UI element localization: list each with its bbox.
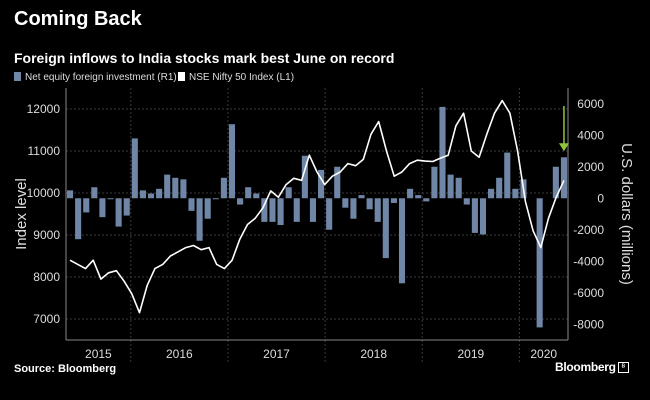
right-tick-label: -2000 bbox=[573, 223, 604, 237]
bar bbox=[277, 198, 284, 226]
bar bbox=[253, 193, 260, 199]
bar bbox=[147, 193, 155, 199]
bar bbox=[390, 198, 397, 203]
bar bbox=[188, 198, 195, 211]
bar bbox=[358, 195, 365, 199]
bar bbox=[455, 177, 462, 199]
bar bbox=[504, 152, 511, 199]
bar bbox=[220, 177, 227, 199]
year-label: 2015 bbox=[85, 347, 112, 361]
legend-swatch-line bbox=[178, 72, 185, 81]
bar bbox=[382, 198, 389, 259]
chart-subtitle: Foreign inflows to India stocks mark bes… bbox=[14, 50, 395, 66]
nifty-line bbox=[69, 99, 565, 314]
left-tick-label: 8000 bbox=[33, 270, 60, 284]
bar bbox=[447, 174, 454, 199]
bar bbox=[99, 198, 106, 218]
legend-label-bars: Net equity foreign investment (R1) bbox=[25, 72, 177, 83]
right-tick-label: -4000 bbox=[573, 254, 604, 268]
bar bbox=[156, 188, 163, 199]
bar bbox=[196, 198, 203, 241]
bar bbox=[496, 177, 503, 199]
bar bbox=[204, 198, 211, 219]
right-tick-label: 6000 bbox=[577, 97, 604, 111]
right-axis-title: U.S. dollars (millions) bbox=[618, 143, 635, 285]
bar bbox=[407, 188, 414, 199]
bar bbox=[398, 198, 406, 284]
bar bbox=[536, 198, 543, 328]
bar bbox=[512, 188, 519, 199]
bar bbox=[67, 190, 74, 199]
bar bbox=[228, 124, 236, 199]
bar bbox=[471, 198, 478, 233]
brand-name: Bloomberg bbox=[555, 360, 616, 374]
year-label: 2016 bbox=[166, 347, 193, 361]
annotation-arrow-head bbox=[558, 143, 569, 152]
plot-background bbox=[66, 88, 568, 340]
bar bbox=[237, 198, 244, 205]
right-tick-label: 4000 bbox=[577, 128, 604, 142]
bar bbox=[261, 198, 268, 222]
bar bbox=[180, 179, 187, 199]
bar bbox=[115, 198, 122, 227]
bar bbox=[107, 198, 114, 200]
bar bbox=[431, 166, 438, 199]
brand-logo: Bloomberg ᴮ bbox=[555, 360, 629, 374]
bar bbox=[309, 198, 316, 222]
bar bbox=[212, 198, 219, 200]
bar bbox=[350, 198, 357, 219]
left-tick-label: 10000 bbox=[27, 186, 61, 200]
bar bbox=[293, 198, 300, 222]
brand-mark-icon: ᴮ bbox=[617, 362, 629, 374]
legend-label-line: NSE Nifty 50 Index (L1) bbox=[189, 72, 294, 83]
bar bbox=[334, 166, 341, 199]
bar bbox=[131, 138, 138, 199]
left-tick-label: 12000 bbox=[27, 102, 61, 116]
year-label: 2019 bbox=[457, 347, 484, 361]
bar bbox=[123, 198, 130, 216]
bar bbox=[75, 198, 82, 240]
bar bbox=[91, 187, 98, 199]
bar bbox=[139, 190, 146, 199]
bar bbox=[83, 198, 90, 213]
right-tick-label: 2000 bbox=[577, 160, 604, 174]
right-tick-label: 0 bbox=[597, 191, 604, 205]
bar bbox=[342, 198, 349, 208]
chart-title: Coming Back bbox=[14, 8, 142, 30]
right-tick-label: -6000 bbox=[573, 286, 604, 300]
bar bbox=[301, 155, 308, 199]
bar bbox=[439, 106, 446, 199]
source-note: Source: Bloomberg bbox=[14, 363, 117, 375]
right-tick-label: -8000 bbox=[573, 317, 604, 331]
bar bbox=[318, 169, 325, 199]
bar bbox=[415, 195, 422, 199]
bar bbox=[560, 157, 567, 199]
bar bbox=[423, 198, 430, 202]
bar bbox=[488, 188, 495, 199]
bar bbox=[479, 198, 487, 235]
bar bbox=[172, 177, 179, 199]
left-tick-label: 11000 bbox=[28, 144, 61, 158]
bar bbox=[285, 187, 292, 199]
bar bbox=[552, 166, 559, 199]
left-tick-label: 7000 bbox=[33, 312, 60, 326]
year-label: 2018 bbox=[360, 347, 387, 361]
bar bbox=[269, 198, 276, 222]
bar bbox=[245, 187, 252, 199]
left-tick-label: 9000 bbox=[33, 228, 60, 242]
year-label: 2020 bbox=[530, 347, 557, 361]
bar bbox=[366, 198, 373, 210]
bar bbox=[374, 198, 381, 222]
legend-swatch-bars bbox=[14, 72, 21, 81]
bar bbox=[326, 198, 333, 230]
year-label: 2017 bbox=[263, 347, 290, 361]
left-axis-title: Index level bbox=[13, 178, 30, 250]
bar bbox=[463, 198, 470, 205]
bar bbox=[164, 174, 171, 199]
